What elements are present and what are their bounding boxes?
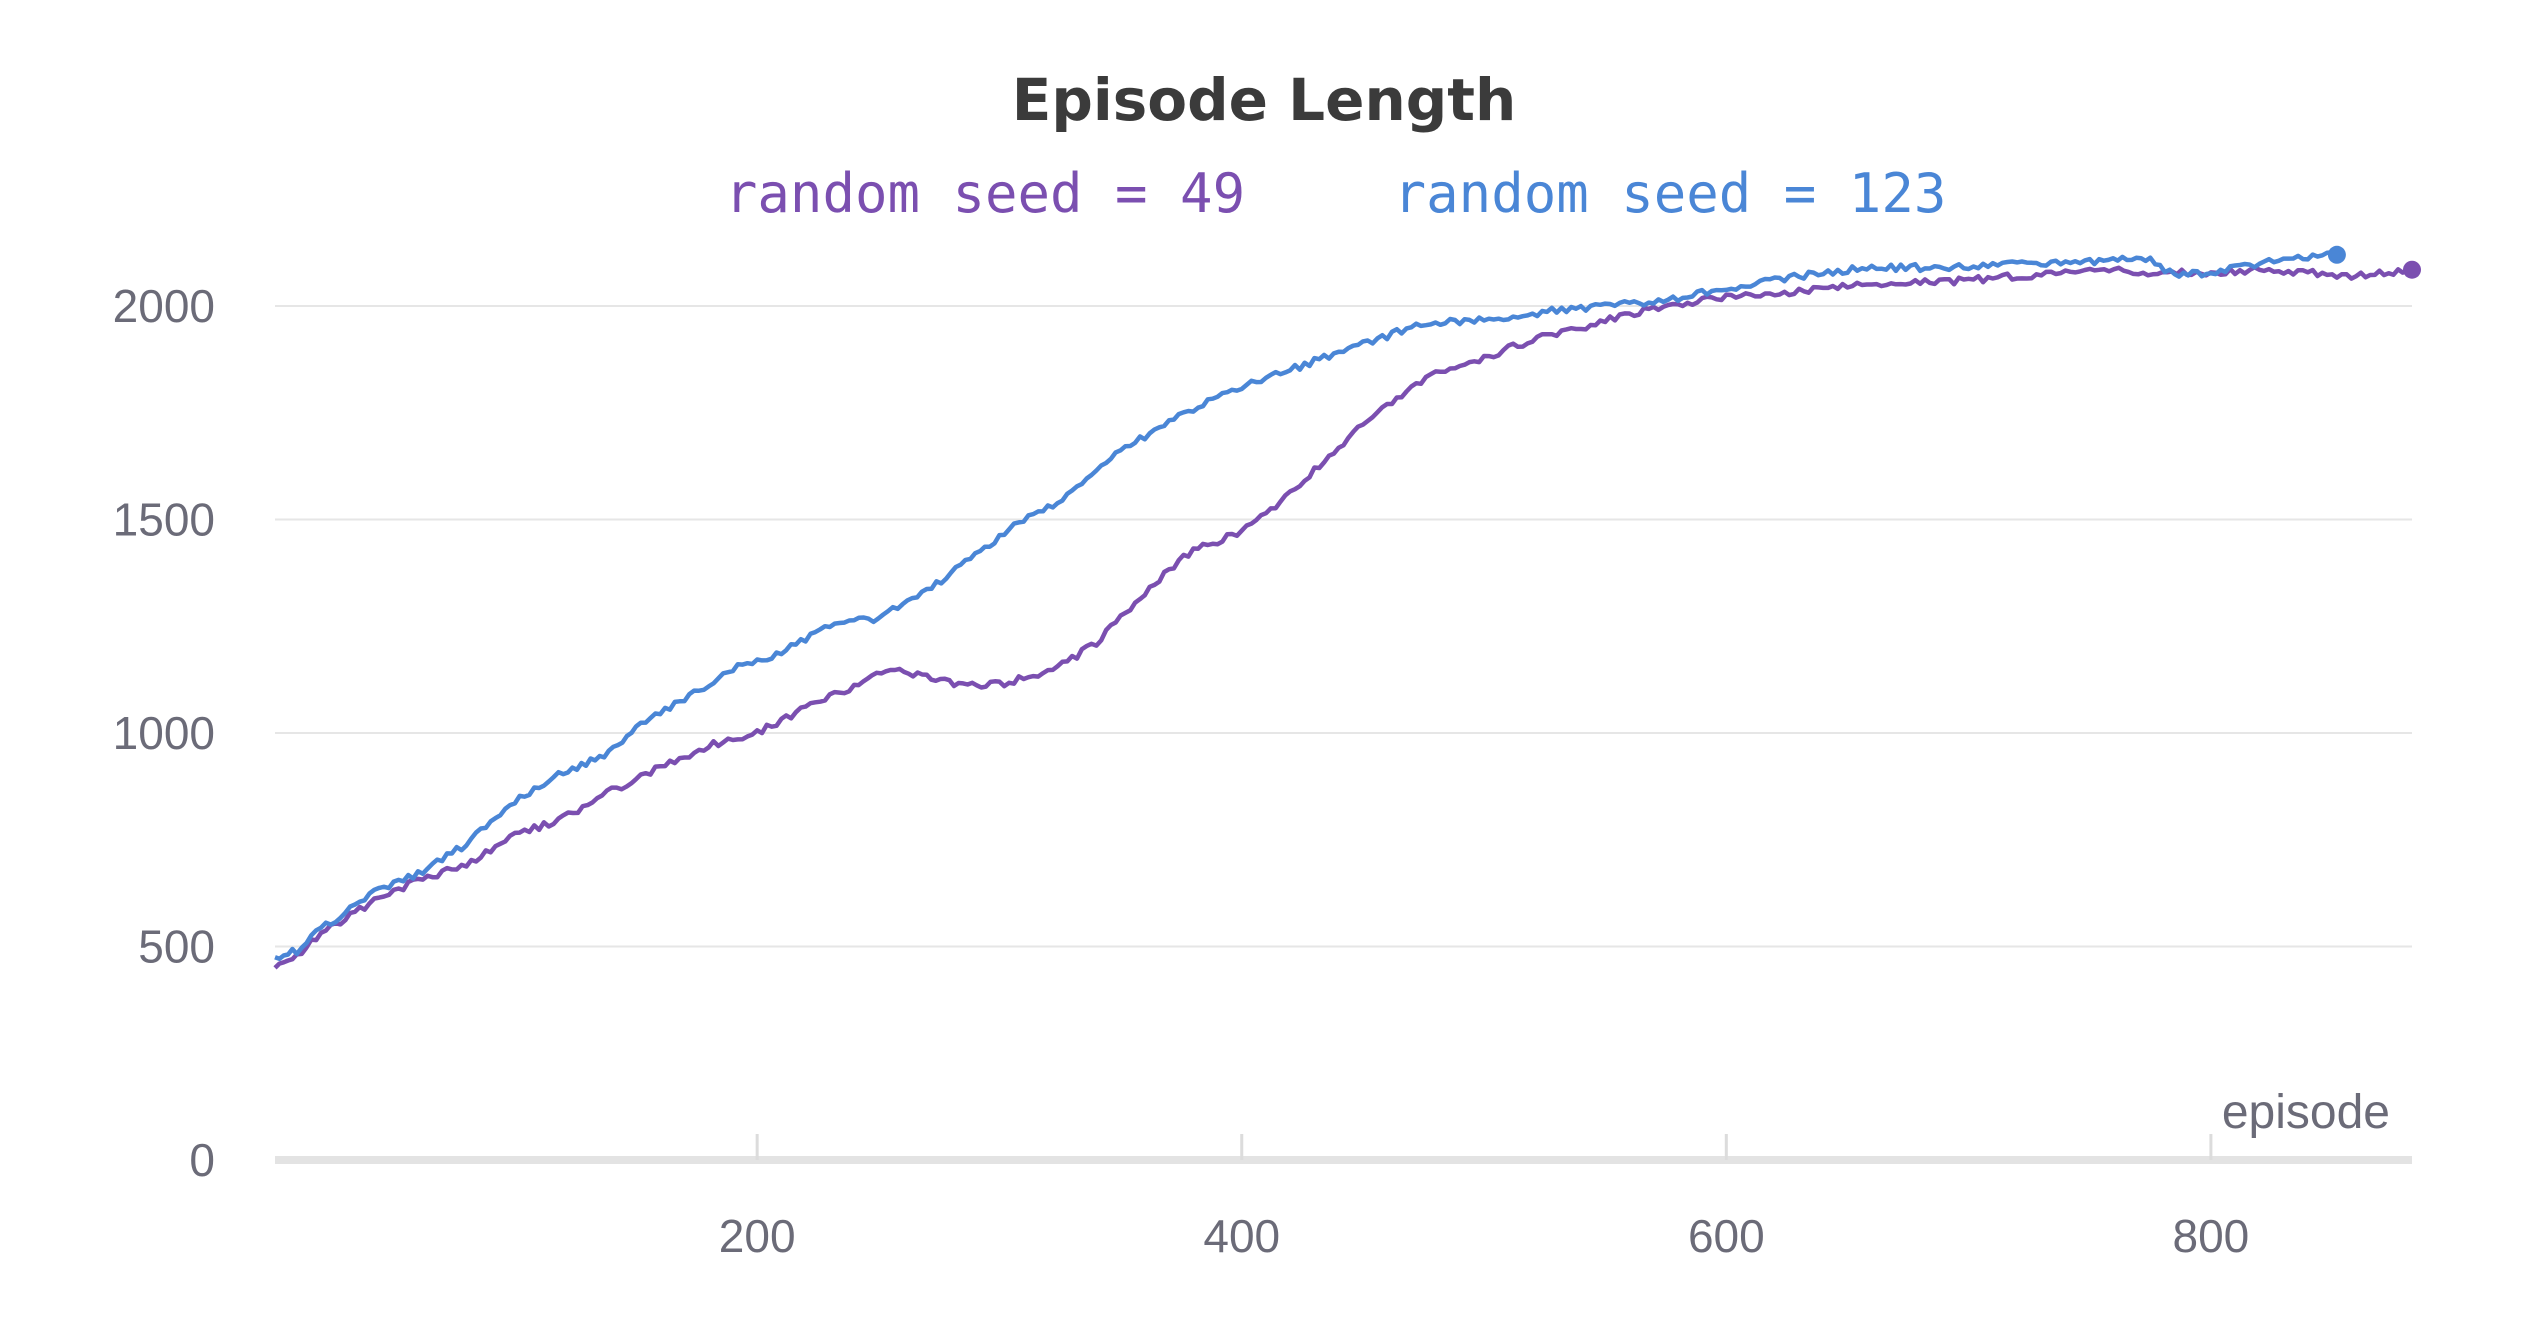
y-tick-label: 0 — [189, 1134, 215, 1186]
series-end-marker — [2327, 245, 2346, 264]
grid: 0 500 1000 1500 2000 — [113, 280, 2412, 1186]
x-tick-label: 600 — [1688, 1210, 1765, 1262]
x-tick-label: 400 — [1203, 1210, 1280, 1262]
y-tick-label: 2000 — [113, 280, 215, 332]
x-tick-label: 800 — [2173, 1210, 2250, 1262]
series-lines — [273, 245, 2421, 970]
y-tick-label: 1500 — [113, 494, 215, 546]
legend-entry: random seed = 49 — [725, 162, 1245, 225]
legend-entry: random seed = 123 — [1394, 162, 1947, 225]
x-axis: 200 400 600 800 — [275, 1134, 2412, 1262]
y-tick-label: 500 — [138, 921, 215, 973]
series-line — [273, 265, 2413, 970]
legend: random seed = 49 random seed = 123 — [725, 162, 1946, 225]
series-line — [274, 250, 2338, 962]
x-tick-label: 200 — [719, 1210, 796, 1262]
chart-title: Episode Length — [1012, 66, 1517, 134]
y-tick-label: 1000 — [113, 707, 215, 759]
series-end-marker — [2403, 260, 2421, 279]
x-axis-label: episode — [2222, 1086, 2390, 1139]
